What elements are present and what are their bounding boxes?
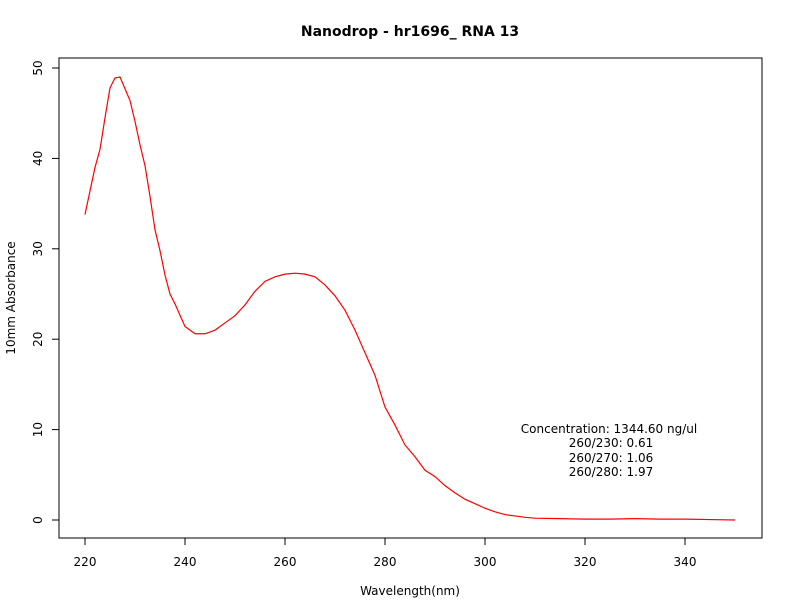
ratio-260-230-annotation: 260/230: 0.61 [569,436,653,450]
chart-title: Nanodrop - hr1696_ RNA 13 [301,24,519,40]
x-tick-label: 340 [674,555,697,569]
y-tick-label: 50 [31,60,45,75]
concentration-annotation: Concentration: 1344.60 ng/ul [521,422,697,436]
ratio-260-280-annotation: 260/280: 1.97 [569,465,653,479]
absorbance-series-line [84,76,736,521]
x-tick-label: 240 [174,555,197,569]
y-axis-label: 10mm Absorbance [4,241,18,354]
x-tick-label: 220 [74,555,97,569]
x-tick-label: 280 [374,555,397,569]
x-axis-label: Wavelength(nm) [360,584,460,598]
y-tick-label: 30 [31,241,45,256]
x-tick-label: 300 [474,555,497,569]
x-tick-label: 260 [274,555,297,569]
annotation-block: Concentration: 1344.60 ng/ul 260/230: 0.… [521,422,697,479]
y-tick-label: 10 [31,422,45,437]
ratio-260-270-annotation: 260/270: 1.06 [569,451,653,465]
y-tick-label: 40 [31,151,45,166]
y-tick-label: 0 [31,516,45,524]
y-tick-label: 20 [31,332,45,347]
x-tick-label: 320 [574,555,597,569]
x-axis: 220 240 260 280 300 320 340 [74,537,697,569]
y-axis: 0 10 20 30 40 50 [31,60,60,524]
plot-frame [58,57,763,539]
